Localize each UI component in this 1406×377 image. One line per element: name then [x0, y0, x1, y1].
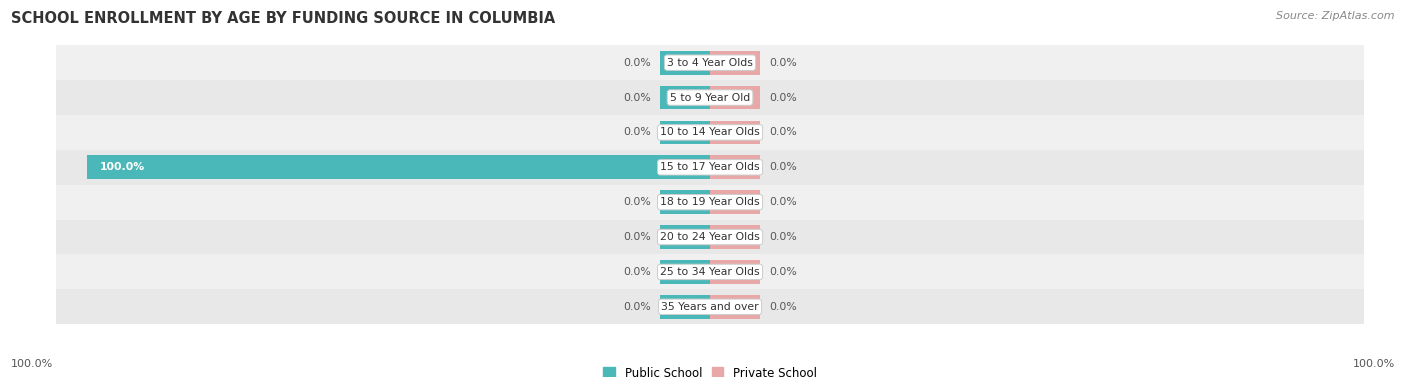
Text: Source: ZipAtlas.com: Source: ZipAtlas.com: [1277, 11, 1395, 21]
Text: 0.0%: 0.0%: [769, 302, 797, 312]
Text: 0.0%: 0.0%: [623, 92, 651, 103]
Bar: [710, 295, 759, 319]
Text: 3 to 4 Year Olds: 3 to 4 Year Olds: [666, 58, 754, 68]
Bar: [87, 155, 710, 179]
Text: 100.0%: 100.0%: [1353, 359, 1395, 369]
Bar: [661, 225, 710, 249]
Text: 0.0%: 0.0%: [623, 127, 651, 138]
Bar: [710, 260, 759, 284]
Text: 100.0%: 100.0%: [100, 162, 145, 172]
Text: 0.0%: 0.0%: [623, 232, 651, 242]
Bar: [56, 115, 1364, 150]
Text: 0.0%: 0.0%: [769, 58, 797, 68]
Text: 0.0%: 0.0%: [623, 267, 651, 277]
Text: 20 to 24 Year Olds: 20 to 24 Year Olds: [661, 232, 759, 242]
Bar: [710, 190, 759, 214]
Text: 0.0%: 0.0%: [769, 127, 797, 138]
Text: 0.0%: 0.0%: [623, 197, 651, 207]
Text: 25 to 34 Year Olds: 25 to 34 Year Olds: [661, 267, 759, 277]
Text: 0.0%: 0.0%: [769, 232, 797, 242]
Bar: [56, 185, 1364, 219]
Bar: [56, 254, 1364, 290]
Bar: [661, 260, 710, 284]
Bar: [661, 190, 710, 214]
Bar: [710, 121, 759, 144]
Bar: [56, 80, 1364, 115]
Bar: [710, 225, 759, 249]
Text: 0.0%: 0.0%: [769, 162, 797, 172]
Bar: [661, 121, 710, 144]
Legend: Public School, Private School: Public School, Private School: [603, 367, 817, 377]
Text: 15 to 17 Year Olds: 15 to 17 Year Olds: [661, 162, 759, 172]
Text: 100.0%: 100.0%: [11, 359, 53, 369]
Text: 0.0%: 0.0%: [623, 58, 651, 68]
Bar: [710, 155, 759, 179]
Bar: [56, 290, 1364, 324]
Text: 0.0%: 0.0%: [769, 92, 797, 103]
Bar: [710, 51, 759, 75]
Text: SCHOOL ENROLLMENT BY AGE BY FUNDING SOURCE IN COLUMBIA: SCHOOL ENROLLMENT BY AGE BY FUNDING SOUR…: [11, 11, 555, 26]
Text: 10 to 14 Year Olds: 10 to 14 Year Olds: [661, 127, 759, 138]
Bar: [56, 150, 1364, 185]
Bar: [661, 295, 710, 319]
Bar: [661, 51, 710, 75]
Bar: [56, 219, 1364, 254]
Text: 0.0%: 0.0%: [769, 197, 797, 207]
Text: 5 to 9 Year Old: 5 to 9 Year Old: [669, 92, 751, 103]
Text: 0.0%: 0.0%: [623, 302, 651, 312]
Text: 18 to 19 Year Olds: 18 to 19 Year Olds: [661, 197, 759, 207]
Bar: [56, 45, 1364, 80]
Text: 0.0%: 0.0%: [769, 267, 797, 277]
Bar: [710, 86, 759, 109]
Text: 35 Years and over: 35 Years and over: [661, 302, 759, 312]
Bar: [661, 86, 710, 109]
